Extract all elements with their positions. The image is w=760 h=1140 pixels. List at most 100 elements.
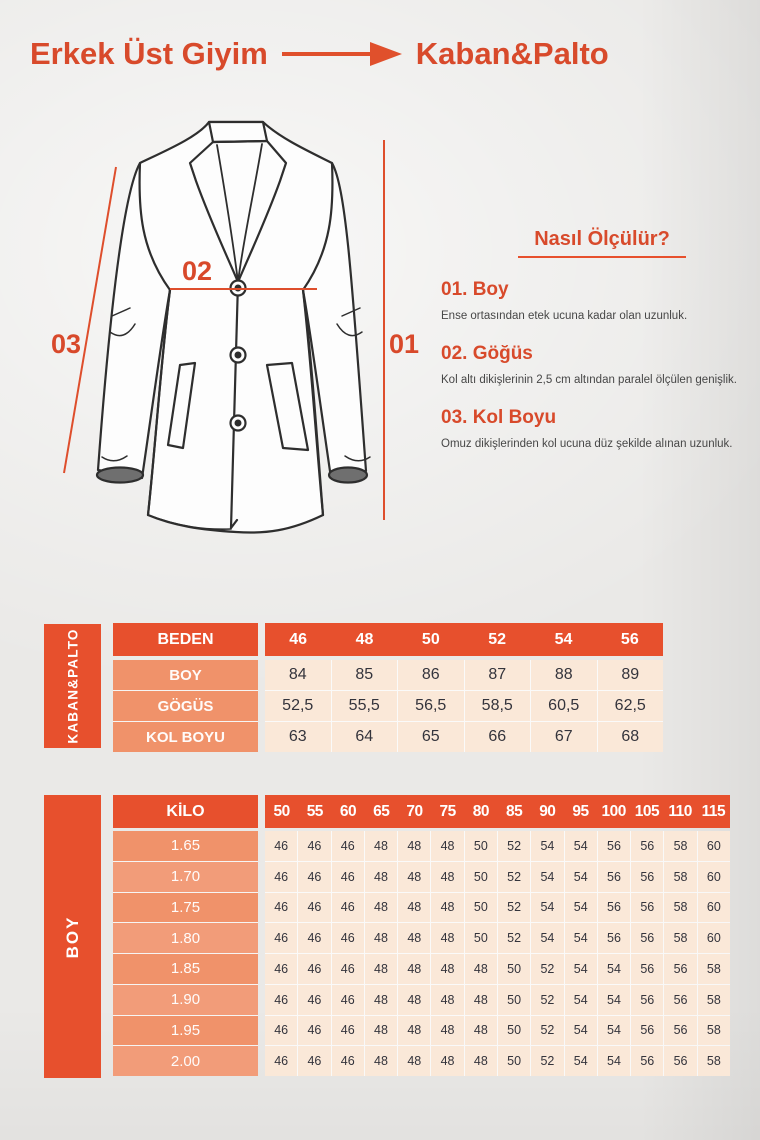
- measure-item-boy: 01. Boy Ense ortasından etek ucuna kadar…: [441, 279, 760, 322]
- size-cell: 58,5: [464, 691, 530, 721]
- size-table-side-bar: KABAN&PALTO: [44, 624, 101, 748]
- weight-cell: 58: [664, 892, 697, 923]
- weight-cell: 48: [431, 892, 464, 923]
- weight-cell: 48: [431, 831, 464, 861]
- coat-right-cuff: [327, 466, 369, 484]
- coat-collar: [207, 120, 269, 144]
- coat-crease-marks: [101, 307, 371, 462]
- weight-cell: 54: [564, 1046, 597, 1076]
- row-label: 2.00: [113, 1046, 258, 1076]
- row-label: GÖGÜS: [113, 691, 258, 721]
- coat-right-pocket: [265, 361, 310, 452]
- measure-item-desc: Ense ortasından etek ucuna kadar olan uz…: [441, 310, 688, 322]
- size-cell: 88: [531, 660, 597, 690]
- weight-cell: 54: [531, 831, 564, 861]
- weight-cell: 46: [298, 831, 331, 861]
- diagram-label-02: 02: [182, 256, 212, 286]
- weight-cell: 48: [398, 892, 431, 923]
- measure-item-kol-boyu: 03. Kol Boyu Omuz dikişlerinden kol ucun…: [441, 407, 760, 450]
- product-title: Kaban&Palto: [415, 36, 609, 71]
- weight-cell: 60: [697, 892, 730, 923]
- row-label: 1.70: [113, 861, 258, 892]
- weight-table-side-bar: BOY: [44, 795, 101, 1078]
- size-cell: 67: [531, 722, 597, 752]
- weight-cell: 58: [664, 831, 697, 861]
- weight-cell: 56: [664, 984, 697, 1015]
- row-label: 1.95: [113, 1015, 258, 1046]
- column-header: 110: [668, 802, 692, 820]
- column-header: 46: [289, 630, 308, 648]
- weight-cell: 46: [331, 984, 364, 1015]
- weight-cell: 46: [265, 1046, 298, 1076]
- page-header: Erkek Üst Giyim Kaban&Palto: [30, 36, 609, 72]
- weight-cell: 56: [664, 1046, 697, 1076]
- coat-buttons: [229, 279, 247, 432]
- weight-cell: 52: [497, 923, 531, 953]
- weight-cell: 48: [364, 954, 398, 984]
- measure-guide: Nasıl Ölçülür? 01. Boy Ense ortasından e…: [441, 228, 760, 450]
- column-header: 85: [505, 802, 523, 820]
- weight-cell: 48: [364, 984, 398, 1015]
- size-cell: 68: [597, 722, 663, 752]
- weight-cell: 50: [497, 984, 531, 1015]
- column-header: 60: [339, 802, 357, 820]
- weight-cell: 52: [531, 954, 564, 984]
- weight-cell: 54: [597, 954, 631, 984]
- weight-cell: 56: [597, 892, 631, 923]
- weight-cell: 56: [664, 954, 697, 984]
- weight-cell: 50: [497, 1046, 531, 1076]
- size-table-row-labels: BOY GÖGÜS KOL BOYU: [113, 660, 258, 752]
- weight-cell: 46: [298, 892, 331, 923]
- weight-cell: 50: [497, 1015, 531, 1046]
- size-cell: 60,5: [531, 691, 597, 721]
- diagram-label-01: 01: [389, 329, 419, 359]
- weight-cell: 54: [564, 831, 597, 861]
- weight-cell: 46: [298, 1046, 331, 1076]
- size-cell: 85: [331, 660, 397, 690]
- weight-cell: 48: [398, 861, 431, 892]
- size-table-data: 84 85 86 87 88 89 52,5 55,5 56,5 58,5 60,5 62,5 63 64…: [265, 660, 663, 752]
- weight-cell: 46: [265, 1015, 298, 1046]
- column-header: 50: [273, 802, 290, 820]
- weight-cell: 46: [298, 984, 331, 1015]
- weight-cell: 48: [398, 923, 431, 953]
- column-header: 70: [406, 802, 423, 820]
- right-arrow-icon: [281, 42, 402, 66]
- weight-cell: 58: [697, 1046, 730, 1076]
- measure-item-title: 03. Kol Boyu: [441, 407, 557, 428]
- measure-item-gogus: 02. Göğüs Kol altı dikişlerinin 2,5 cm a…: [441, 343, 760, 386]
- weight-cell: 46: [298, 1015, 331, 1046]
- weight-cell: 56: [631, 954, 664, 984]
- measure-guide-title: Nasıl Ölçülür?: [518, 228, 686, 258]
- weight-cell: 48: [464, 1015, 497, 1046]
- weight-cell: 48: [431, 1046, 464, 1076]
- weight-cell: 56: [664, 1015, 697, 1046]
- column-header: 105: [634, 802, 660, 820]
- row-label: 1.80: [113, 923, 258, 953]
- weight-cell: 46: [331, 923, 364, 953]
- weight-cell: 48: [364, 923, 398, 953]
- weight-cell: 60: [697, 831, 730, 861]
- size-cell: 86: [398, 660, 464, 690]
- weight-cell: 48: [464, 984, 497, 1015]
- weight-cell: 48: [431, 954, 464, 984]
- weight-table-data: 46 46 46 48 48 48 50 52 54 54 56 56 58 60 46 46 46 48 48 48…: [265, 831, 730, 1076]
- coat-left-cuff: [95, 466, 145, 484]
- weight-table-corner-header: KİLO: [113, 795, 258, 828]
- size-table-corner-header: BEDEN: [113, 623, 258, 656]
- row-label: 1.75: [113, 892, 258, 923]
- size-cell: 66: [464, 722, 530, 752]
- weight-cell: 58: [664, 923, 697, 953]
- weight-cell: 54: [597, 1015, 631, 1046]
- measure-item-title: 02. Göğüs: [441, 343, 533, 364]
- weight-cell: 46: [265, 923, 298, 953]
- size-cell: 89: [597, 660, 663, 690]
- row-label: 1.90: [113, 984, 258, 1015]
- weight-cell: 54: [564, 954, 597, 984]
- weight-cell: 56: [631, 861, 664, 892]
- coat-left-pocket: [166, 361, 197, 450]
- coat-left-lapel: [188, 140, 240, 284]
- weight-cell: 56: [631, 831, 664, 861]
- weight-cell: 48: [364, 892, 398, 923]
- weight-cell: 46: [265, 861, 298, 892]
